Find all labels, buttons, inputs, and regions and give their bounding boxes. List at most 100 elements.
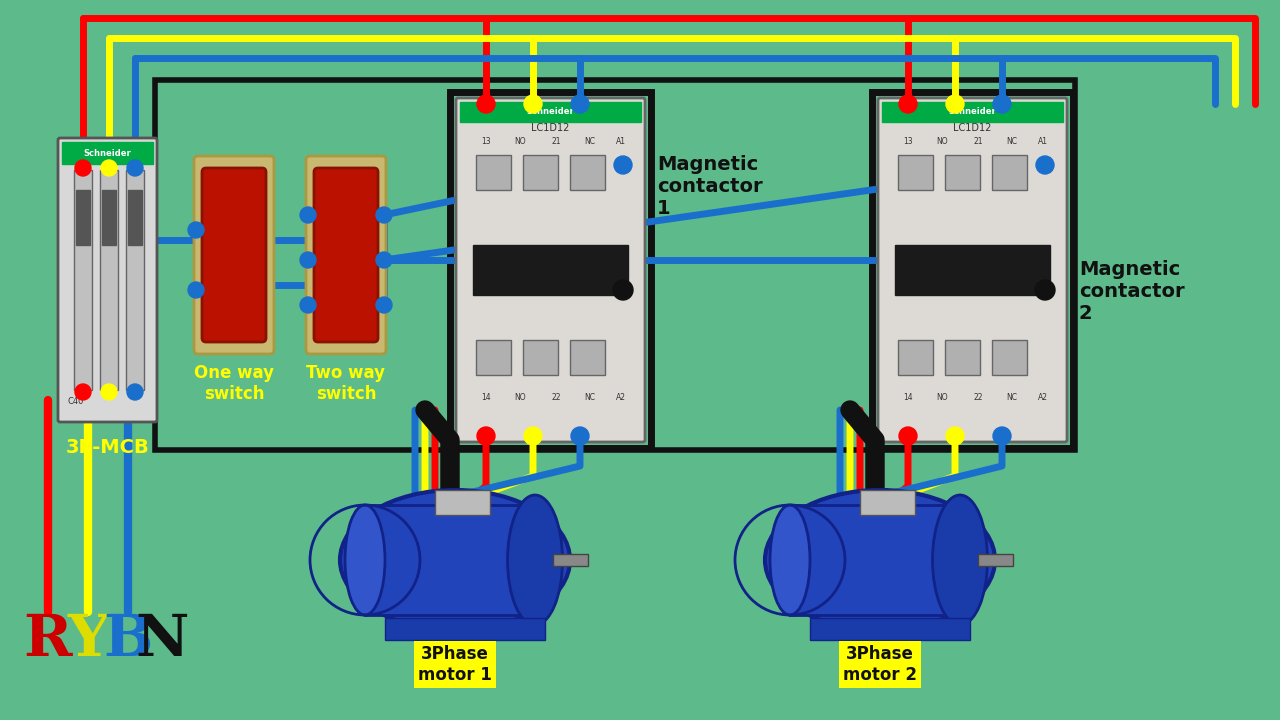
Text: Schneider: Schneider [526, 107, 575, 117]
Ellipse shape [346, 505, 385, 615]
Bar [945, 155, 980, 190]
Bar [365, 505, 530, 615]
Text: LC1D12: LC1D12 [954, 123, 992, 133]
Bar [553, 554, 588, 566]
Text: R: R [24, 612, 72, 668]
Text: LC1D12: LC1D12 [531, 123, 570, 133]
Text: Y: Y [67, 612, 109, 668]
FancyBboxPatch shape [195, 156, 274, 354]
Text: Schneider: Schneider [83, 148, 132, 158]
Circle shape [993, 95, 1011, 113]
Text: Magnetic
contactor
2: Magnetic contactor 2 [1079, 260, 1184, 323]
Bar [155, 80, 1075, 450]
Text: A2: A2 [1038, 394, 1048, 402]
Circle shape [571, 427, 589, 445]
Bar [895, 245, 1050, 295]
Ellipse shape [771, 505, 810, 615]
Text: A2: A2 [616, 394, 626, 402]
Bar [810, 618, 970, 640]
Bar [74, 170, 92, 390]
Text: Schneider: Schneider [948, 107, 996, 117]
Text: N: N [136, 612, 188, 668]
Text: NC: NC [585, 394, 595, 402]
Bar [524, 340, 558, 375]
Bar [125, 170, 143, 390]
Bar [76, 190, 90, 245]
Text: 14: 14 [904, 394, 913, 402]
Circle shape [300, 252, 316, 268]
Circle shape [477, 95, 495, 113]
Bar [474, 245, 628, 295]
Text: NO: NO [936, 138, 947, 146]
Ellipse shape [507, 495, 562, 625]
Text: NO: NO [515, 138, 526, 146]
Bar [945, 340, 980, 375]
Text: 21: 21 [973, 138, 983, 146]
Circle shape [76, 384, 91, 400]
Circle shape [1036, 280, 1055, 300]
Bar [992, 155, 1027, 190]
Circle shape [899, 95, 916, 113]
Circle shape [571, 95, 589, 113]
Circle shape [613, 280, 634, 300]
Circle shape [1036, 156, 1053, 174]
Bar [882, 102, 1062, 122]
Circle shape [188, 222, 204, 238]
Bar [128, 190, 142, 245]
Bar [570, 340, 605, 375]
Ellipse shape [933, 495, 987, 625]
Circle shape [127, 384, 143, 400]
Text: 14: 14 [481, 394, 490, 402]
Text: 13: 13 [904, 138, 913, 146]
Text: C40: C40 [68, 397, 84, 407]
Bar [385, 618, 545, 640]
FancyBboxPatch shape [202, 168, 266, 342]
Circle shape [993, 427, 1011, 445]
Circle shape [101, 384, 116, 400]
Bar [460, 102, 641, 122]
Circle shape [614, 156, 632, 174]
Circle shape [376, 207, 392, 223]
Text: NC: NC [1006, 394, 1018, 402]
Bar [451, 92, 652, 448]
Text: 3Phase
motor 2: 3Phase motor 2 [844, 645, 916, 684]
Text: NC: NC [585, 138, 595, 146]
Ellipse shape [765, 490, 995, 630]
Circle shape [477, 427, 495, 445]
Text: 21: 21 [552, 138, 561, 146]
Ellipse shape [340, 490, 570, 630]
Text: Two way
switch: Two way switch [306, 364, 385, 402]
Bar [524, 155, 558, 190]
Text: One way
switch: One way switch [195, 364, 274, 402]
Bar [860, 490, 915, 515]
Text: 22: 22 [973, 394, 983, 402]
Text: NO: NO [515, 394, 526, 402]
Text: NC: NC [1006, 138, 1018, 146]
Bar [790, 505, 955, 615]
Circle shape [899, 427, 916, 445]
FancyBboxPatch shape [314, 168, 378, 342]
Bar [570, 155, 605, 190]
Circle shape [300, 207, 316, 223]
Text: 3P-MCB: 3P-MCB [65, 438, 150, 457]
Circle shape [376, 297, 392, 313]
Text: 22: 22 [552, 394, 561, 402]
Text: NO: NO [936, 394, 947, 402]
Bar [992, 340, 1027, 375]
Text: A1: A1 [616, 138, 626, 146]
Circle shape [946, 95, 964, 113]
Bar [872, 92, 1073, 448]
Bar [100, 170, 118, 390]
Text: 3Phase
motor 1: 3Phase motor 1 [419, 645, 492, 684]
Text: 13: 13 [481, 138, 490, 146]
Circle shape [188, 282, 204, 298]
Bar [476, 340, 511, 375]
FancyBboxPatch shape [456, 98, 645, 442]
Bar [899, 155, 933, 190]
Circle shape [524, 95, 541, 113]
Circle shape [946, 427, 964, 445]
Text: Magnetic
contactor
1: Magnetic contactor 1 [657, 155, 763, 218]
Circle shape [101, 160, 116, 176]
Circle shape [76, 160, 91, 176]
Bar [435, 490, 490, 515]
